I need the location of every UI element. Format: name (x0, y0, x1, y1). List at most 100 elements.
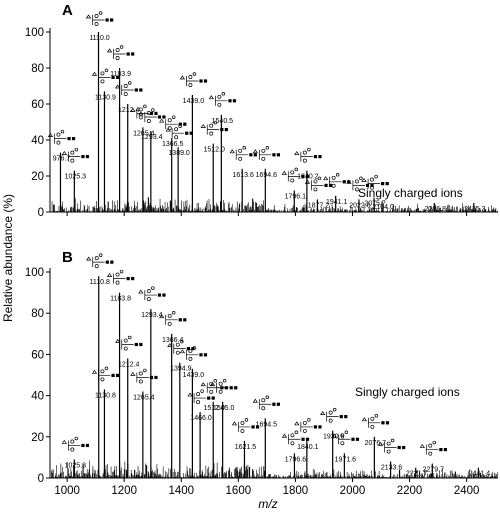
panel-a-peak-label-1: 1025.3 (65, 174, 87, 181)
panel-b-xtick-label-4: 1800 (283, 485, 309, 497)
panel-a-peak-label-12: 1540.5 (212, 118, 234, 125)
panel-b-peak-label-19: 2076.7 (365, 440, 387, 447)
panel-a-glycan-structures (47, 11, 389, 192)
panel-a-peak-label-6: 1265.4 (133, 130, 155, 137)
panel-b-glycan-2 (91, 366, 120, 382)
panel-b-ytick-label-3: 60 (31, 349, 44, 361)
panel-a-ytick-label-5: 100 (25, 27, 44, 39)
panel-b-axes: 0 20 40 60 80 100 1000 1200 1400 1600 1800 2000 2200… (25, 267, 498, 497)
panel-b-ytick-label-5: 100 (25, 267, 44, 279)
x-axis-label: m/z (258, 497, 277, 511)
panel-b-peak-label-14: 1694.5 (256, 421, 278, 428)
panel-a-peak-label-18: 1941.1 (326, 199, 348, 206)
panel-b-glycan-3 (106, 269, 135, 285)
panel-b-glycan-22 (419, 440, 447, 456)
panel-b-ytick-label-1: 20 (31, 432, 44, 444)
panel-b-glycan-4 (115, 335, 143, 351)
panel-b-peak-label-13: 1621.5 (235, 444, 257, 451)
panel-b-glycan-20 (377, 438, 406, 454)
panel-b-peak-label-3: 1183.8 (110, 296, 131, 303)
panel-b-peak-label-7: 1366.4 (162, 337, 184, 344)
panel-b-peak-labels: 1025.3 1110.8 1130.8 1183.8 1212.4 1265.4 1293… (65, 279, 491, 478)
panel-b-glycan-11 (200, 379, 228, 394)
panel-a-ytick-label-4: 80 (31, 63, 44, 75)
panel-a-glycan-12 (208, 92, 237, 107)
panel-b-glycan-6 (138, 286, 166, 302)
panel-a-glycan-11 (200, 120, 228, 136)
panel-a-glycan-7 (138, 108, 166, 123)
panel-a-peak-label-15: 1796.1 (285, 193, 307, 200)
panel-b-peak-label-20: 2133.6 (381, 465, 403, 472)
panel-b-glycan-12 (209, 379, 238, 394)
panel-b-glycan-0 (61, 436, 90, 452)
panel-b-peak-label-18: 1971.6 (335, 456, 357, 463)
panel-b-glycan-9 (179, 346, 208, 361)
panel-b-xtick-label-7: 2400 (454, 485, 480, 497)
panel-a-peak-label-14: 1694.6 (256, 172, 278, 179)
panel-a-peak-label-21: 2104.0 (372, 204, 394, 211)
panel-a-peak-labels: 976.7 1025.3 1110.0 1130.9 1183.9 1212.4 1265.… (53, 35, 486, 213)
panel-a: A Singly charged ions 976.7 1025.3 1110.0 1… (25, 2, 499, 219)
panel-a-glycan-2 (85, 11, 114, 26)
panel-b-glycan-structures (61, 253, 447, 456)
panel-b-glycan-16 (294, 418, 322, 433)
panel-b-peak-label-15: 1796.6 (285, 456, 307, 463)
panel-a-ytick-label-1: 20 (31, 171, 44, 183)
panel-a-peak-label-7: 1293.4 (141, 134, 163, 141)
panel-b-glycan-17 (320, 407, 348, 423)
panel-b-peak-label-8: 1394.9 (170, 366, 192, 373)
panel-a-glycan-20 (361, 174, 389, 190)
panel-a-glycan-18 (323, 173, 351, 188)
panel-b-glycan-13 (231, 418, 260, 433)
panel-a-glycan-1 (61, 147, 90, 163)
panel-b-peak-label-0: 1025.3 (65, 462, 87, 469)
panel-b-peak-label-4: 1212.4 (118, 362, 140, 369)
panel-a-glycan-3 (91, 68, 120, 84)
panel-b-xtick-label-0: 1000 (54, 485, 80, 497)
panel-b-peak-label-6: 1293.4 (141, 312, 163, 319)
panel-b-peak-label-23: 2441.4 (469, 471, 491, 478)
panel-b-glycan-15 (281, 430, 310, 446)
panel-b-peak-label-11: 1512.0 (204, 405, 226, 412)
panel-a-glycan-0 (47, 129, 76, 145)
panel-a-peak-label-8: 1366.5 (162, 141, 184, 148)
panel-b-glycan-1 (86, 253, 114, 269)
panel-a-glycan-9 (165, 124, 193, 140)
panel-b-ytick-label-0: 0 (38, 473, 44, 485)
panel-a-annotation: Singly charged ions (358, 186, 463, 200)
panel-b-peak-label-10: 1466.0 (190, 415, 212, 422)
panel-b-glycan-5 (130, 368, 158, 384)
panel-b-glycan-14 (252, 395, 280, 411)
panel-b-xtick-label-2: 1400 (168, 485, 194, 497)
panel-a-glycan-6 (130, 104, 158, 120)
panel-b-glycan-10 (187, 389, 215, 405)
panel-a-peak-label-19: 2022.6 (349, 202, 371, 209)
panel-a-glycan-5 (115, 81, 143, 96)
panel-b-peak-label-21: 2221.7 (406, 471, 428, 478)
panel-a-peak-label-17: 1877.2 (308, 202, 330, 209)
panel-b-annotation: Singly charged ions (355, 385, 460, 399)
y-axis-label: Relative abundance (%) (1, 194, 15, 322)
panel-b-peak-label-9: 1439.0 (183, 372, 205, 379)
panel-b-ytick-label-4: 80 (31, 308, 44, 320)
panel-a-axes: 0 20 40 60 80 100 (25, 27, 498, 219)
panel-a-ytick-label-0: 0 (38, 207, 44, 219)
panel-a-peak-label-13: 1613.6 (233, 172, 255, 179)
panel-b-xtick-label-3: 1600 (226, 485, 252, 497)
panel-a-peak-label-11: 1512.0 (204, 147, 226, 154)
panel-b-peak-label-5: 1265.4 (133, 394, 155, 401)
panel-b-peak-label-12: 1545.0 (213, 405, 235, 412)
panel-a-glycan-4 (106, 45, 135, 60)
panel-b-peak-label-22: 2279.7 (423, 467, 445, 474)
panel-a-peak-label-4: 1183.9 (110, 71, 131, 78)
panel-b-ytick-label-2: 40 (31, 391, 44, 403)
panel-a-ytick-label-2: 40 (31, 135, 44, 147)
panel-a-peak-label-10: 1439.0 (183, 98, 205, 105)
panel-b-peak-label-1: 1110.8 (90, 279, 110, 286)
panel-b-peak-label-16: 1840.1 (297, 444, 319, 451)
panel-a-peak-label-9: 1389.0 (168, 150, 190, 157)
panel-b-xtick-label-5: 2000 (340, 485, 366, 497)
panel-a-glycan-17 (304, 176, 333, 192)
panel-a-peak-label-20: 2075.7 (364, 201, 386, 208)
panel-b-xtick-label-1: 1200 (111, 485, 137, 497)
